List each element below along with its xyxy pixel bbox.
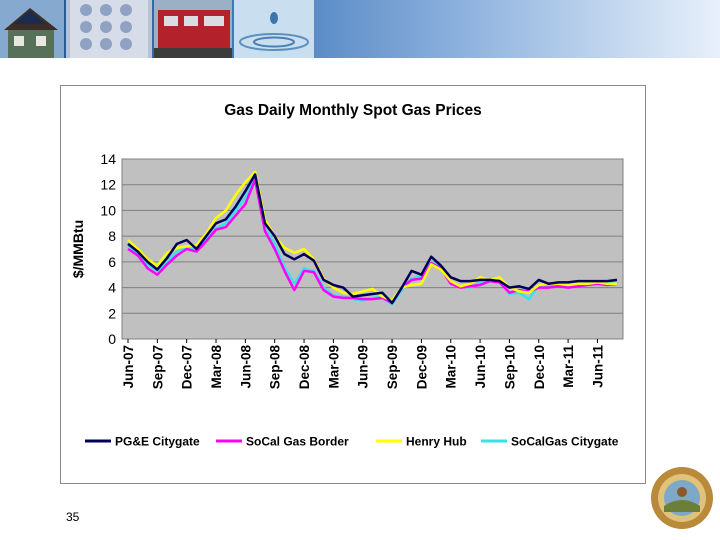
x-tick-label: Jun-11 (590, 345, 605, 388)
y-tick-label: 8 (108, 228, 116, 244)
state-seal-logo (651, 467, 713, 529)
legend-label: Henry Hub (406, 435, 467, 449)
x-tick-label: Sep-07 (150, 345, 165, 389)
x-tick-label: Mar-09 (326, 345, 341, 389)
house-solar-photo (0, 0, 64, 58)
slide-number: 35 (66, 510, 80, 524)
x-tick-label: Mar-10 (444, 345, 459, 389)
x-tick-label: Sep-10 (502, 345, 517, 389)
x-tick-label: Jun-09 (356, 345, 371, 389)
y-axis-label: $/MMBtu (70, 220, 86, 278)
y-tick-label: 12 (100, 177, 116, 193)
series-line (127, 173, 618, 305)
y-tick-label: 4 (108, 280, 116, 296)
x-tick-label: Mar-11 (561, 345, 576, 388)
y-tick-label: 0 (108, 331, 116, 347)
y-tick-label: 10 (100, 202, 116, 218)
water-drop-photo (234, 0, 314, 58)
x-tick-label: Jun-08 (238, 345, 253, 389)
phone-keypad-photo (66, 0, 152, 58)
x-tick-label: Dec-09 (414, 345, 429, 389)
x-tick-label: Jun-10 (473, 345, 488, 389)
chart-frame: Gas Daily Monthly Spot Gas Prices $/MMBt… (60, 85, 646, 484)
x-tick-label: Sep-08 (268, 345, 283, 390)
train-photo (154, 0, 232, 58)
y-tick-label: 14 (100, 151, 116, 167)
y-tick-label: 6 (108, 254, 116, 270)
x-tick-label: Sep-09 (385, 345, 400, 389)
x-tick-label: Dec-10 (532, 345, 547, 389)
header-banner (0, 0, 720, 58)
price-line-chart: Gas Daily Monthly Spot Gas Prices $/MMBt… (70, 102, 624, 449)
y-tick-label: 2 (108, 305, 116, 321)
x-tick-label: Dec-08 (297, 345, 312, 390)
legend-label: PG&E Citygate (115, 435, 200, 449)
x-tick-label: Dec-07 (180, 345, 195, 389)
chart-title: Gas Daily Monthly Spot Gas Prices (224, 102, 482, 119)
series-line (127, 170, 617, 302)
legend-label: SoCal Gas Border (246, 435, 349, 449)
x-tick-label: Mar-08 (209, 345, 224, 389)
x-tick-label: Jun-07 (121, 345, 136, 389)
plot-area (121, 158, 624, 340)
legend-label: SoCalGas Citygate (511, 435, 619, 449)
